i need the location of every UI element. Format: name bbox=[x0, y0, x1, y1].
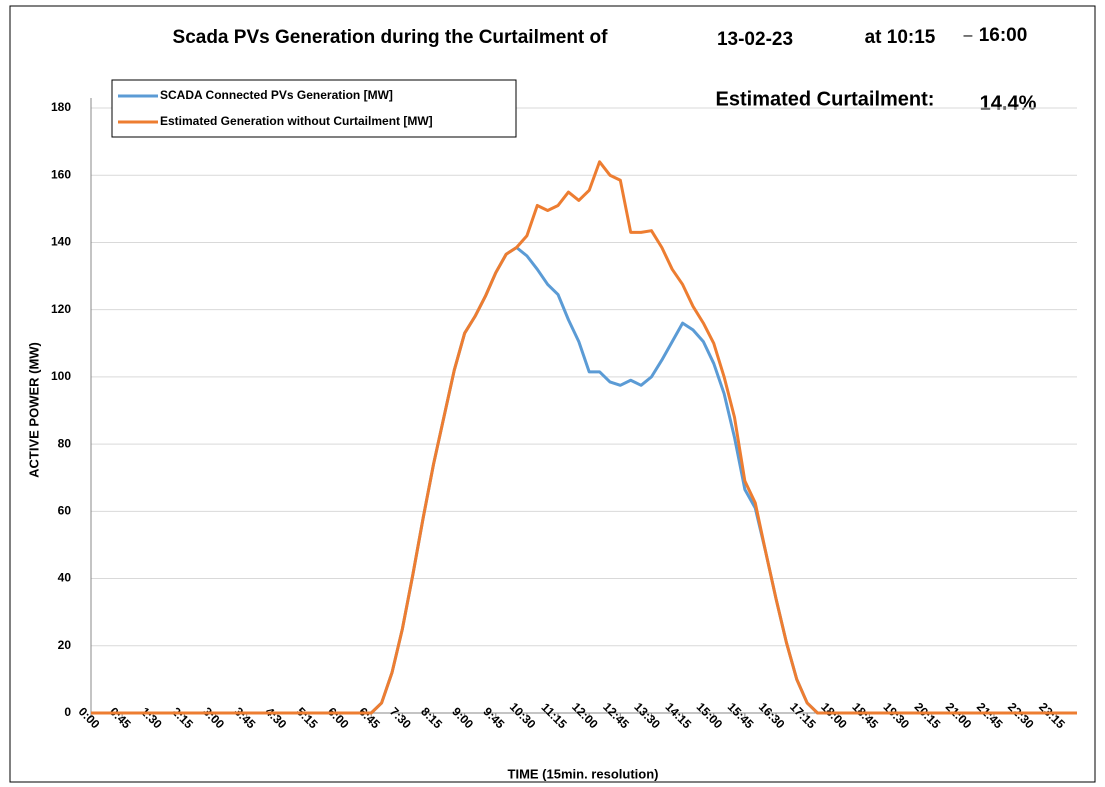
legend-label: SCADA Connected PVs Generation [MW] bbox=[160, 88, 393, 102]
y-tick-label: 140 bbox=[51, 235, 71, 249]
y-tick-label: 40 bbox=[58, 571, 72, 585]
series-line bbox=[91, 160, 1077, 715]
chart-title: Scada PVs Generation during the Curtailm… bbox=[173, 27, 609, 48]
y-tick-label: 180 bbox=[51, 100, 71, 114]
y-tick-label: 60 bbox=[58, 504, 72, 518]
x-axis-label: TIME (15min. resolution) bbox=[508, 766, 659, 781]
annotation-value: 14.4% bbox=[980, 92, 1037, 114]
y-tick-label: 120 bbox=[51, 302, 71, 316]
y-tick-label: 160 bbox=[51, 167, 71, 181]
legend-box bbox=[111, 79, 517, 138]
annotation-label: Estimated Curtailment: bbox=[716, 88, 935, 110]
y-axis-label: ACTIVE POWER (MW) bbox=[26, 342, 41, 478]
title-date: 13-02-23 bbox=[717, 29, 793, 50]
legend-label: Estimated Generation without Curtailment… bbox=[160, 114, 433, 128]
y-tick-label: 0 bbox=[64, 705, 71, 719]
y-tick-label: 80 bbox=[58, 436, 72, 450]
title-period-dash: – bbox=[964, 27, 973, 44]
y-tick-label: 20 bbox=[58, 638, 72, 652]
title-period-end: 16:00 bbox=[979, 25, 1028, 46]
title-period-start: at 10:15 bbox=[865, 27, 936, 48]
y-tick-label: 100 bbox=[51, 369, 71, 383]
